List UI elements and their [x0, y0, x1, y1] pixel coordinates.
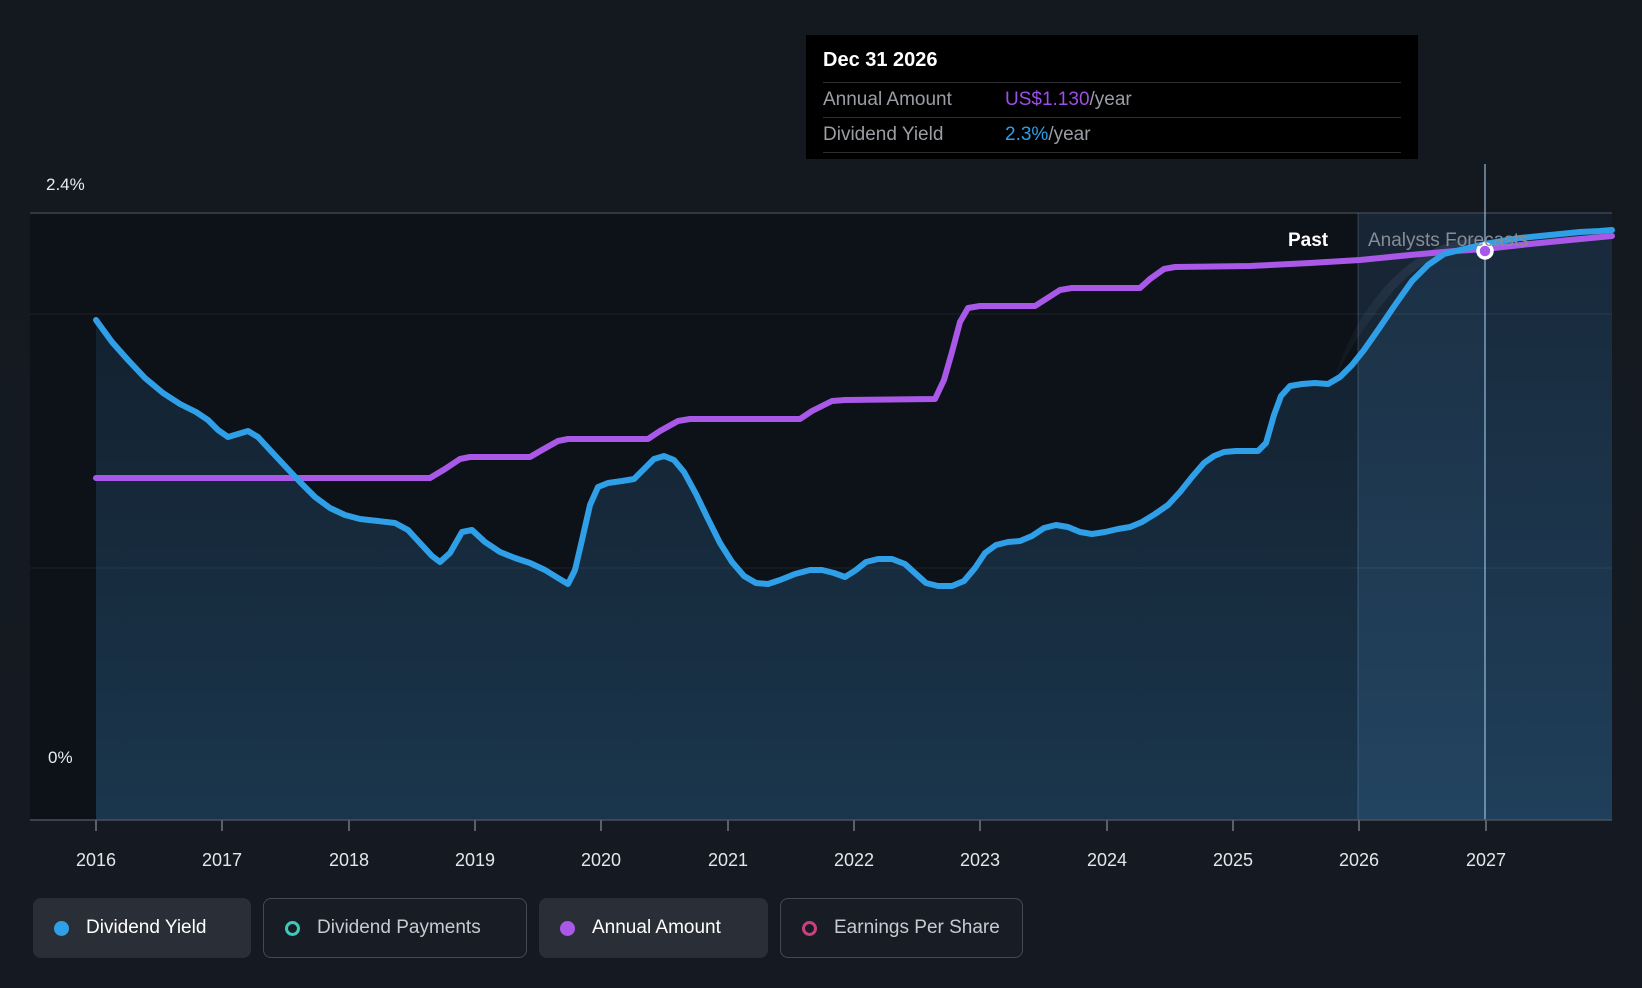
x-axis-label: 2025: [1212, 850, 1254, 870]
tooltip-row-annual-amount: Annual Amount US$1.130/year: [823, 82, 1401, 117]
forecast-fan: [1332, 239, 1485, 386]
hover-tooltip: Dec 31 2026 Annual Amount US$1.130/year …: [806, 35, 1418, 159]
x-axis-label: 2021: [707, 850, 749, 870]
dividend-yield-dot-icon: [54, 920, 69, 936]
legend-item-earnings-per-share[interactable]: Earnings Per Share: [780, 898, 1023, 958]
past-zone-label: Past: [1288, 230, 1329, 251]
x-axis-label: 2024: [1086, 850, 1128, 870]
tooltip-label: Annual Amount: [823, 89, 952, 110]
x-axis-label: 2022: [833, 850, 875, 870]
y-axis-label-min: 0%: [48, 748, 73, 767]
tooltip-row-dividend-yield: Dividend Yield 2.3%/year: [823, 117, 1401, 153]
tooltip-date: Dec 31 2026: [823, 49, 938, 71]
x-axis-label: 2017: [201, 850, 243, 870]
x-axis-ticks: [95, 820, 1487, 831]
dividend-yield-line: [93, 227, 1615, 589]
legend-label: Dividend Yield: [86, 917, 207, 938]
hover-marker: [1476, 242, 1494, 260]
tooltip-value-suffix: /year: [1089, 89, 1132, 110]
x-axis-label: 2016: [75, 850, 117, 870]
dividend-yield-area: [96, 230, 1612, 820]
legend-label: Annual Amount: [592, 917, 721, 938]
x-axis-label: 2026: [1338, 850, 1380, 870]
x-axis-label: 2027: [1465, 850, 1507, 870]
dividend-payments-ring-icon: [285, 920, 300, 936]
legend-item-dividend-yield[interactable]: Dividend Yield: [33, 898, 251, 958]
legend: Dividend Yield Dividend Payments Annual …: [33, 898, 1023, 958]
annual-amount-line: [93, 233, 1615, 481]
x-axis-label: 2019: [454, 850, 496, 870]
earnings-per-share-ring-icon: [802, 920, 817, 936]
tooltip-value-suffix: /year: [1048, 124, 1091, 145]
legend-label: Dividend Payments: [317, 917, 481, 938]
legend-item-annual-amount[interactable]: Annual Amount: [539, 898, 768, 958]
y-axis-label-max: 2.4%: [46, 175, 85, 194]
legend-item-dividend-payments[interactable]: Dividend Payments: [263, 898, 527, 958]
x-axis-label: 2018: [328, 850, 370, 870]
forecast-zone-label: Analysts Forecasts: [1368, 230, 1529, 251]
tooltip-value-dividend-yield: 2.3%: [1005, 124, 1049, 145]
x-axis-label: 2023: [959, 850, 1001, 870]
tooltip-value-annual-amount: US$1.130: [1005, 89, 1090, 110]
annual-amount-dot-icon: [560, 920, 575, 936]
tooltip-label: Dividend Yield: [823, 124, 944, 145]
legend-label: Earnings Per Share: [834, 917, 1000, 938]
x-axis-label: 2020: [580, 850, 622, 870]
